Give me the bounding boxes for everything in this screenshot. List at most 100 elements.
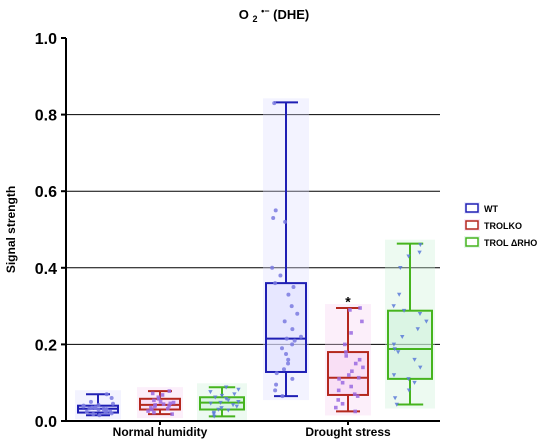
data-point: [219, 393, 225, 398]
data-point: [337, 377, 341, 381]
data-point: [353, 409, 358, 414]
data-point: [394, 402, 399, 407]
title-main: O: [239, 7, 249, 22]
data-point: [152, 398, 156, 403]
data-point: [271, 216, 276, 221]
data-point: [153, 403, 157, 407]
data-point: [208, 390, 213, 395]
data-point: [273, 388, 278, 393]
data-point: [93, 405, 98, 410]
data-point: [168, 401, 173, 406]
data-point: [412, 380, 417, 385]
data-point: [208, 401, 213, 406]
box-wt-drought: [263, 98, 309, 401]
data-point: [104, 392, 109, 397]
data-point: [270, 265, 275, 270]
data-point: [211, 410, 217, 415]
data-point: [340, 401, 345, 406]
data-point: [283, 219, 288, 224]
data-point: [333, 405, 338, 410]
data-point: [406, 254, 411, 259]
data-point: [412, 357, 417, 362]
data-point: [81, 403, 86, 408]
data-point: [273, 208, 278, 213]
data-point: [226, 398, 231, 403]
data-point: [406, 377, 411, 382]
data-point: [417, 250, 422, 255]
data-point: [361, 365, 365, 370]
data-point: [357, 357, 362, 362]
data-point: [149, 405, 153, 410]
data-point: [292, 338, 297, 343]
data-point: [110, 401, 115, 406]
data-point: [295, 311, 300, 316]
data-point: [336, 398, 341, 402]
data-point: [286, 292, 291, 297]
data-point: [350, 369, 354, 374]
data-point: [167, 403, 171, 408]
data-point: [211, 414, 217, 419]
legend-label: TROLKO: [484, 221, 522, 231]
data-point: [150, 407, 154, 412]
data-point: [346, 373, 351, 377]
legend-swatch: [465, 237, 479, 247]
data-point: [160, 393, 165, 397]
data-point: [101, 406, 106, 411]
title-rest: (DHE): [273, 7, 309, 22]
data-point: [171, 400, 176, 405]
data-point: [158, 400, 163, 404]
data-point: [97, 413, 102, 418]
title-superscript: •−: [261, 6, 269, 16]
data-point: [216, 407, 221, 412]
data-point: [167, 389, 172, 393]
data-point: [391, 373, 397, 378]
title-subscript: 2: [252, 14, 257, 24]
data-point: [352, 392, 357, 396]
data-point: [355, 394, 360, 398]
data-point: [353, 361, 358, 366]
data-point: [336, 388, 341, 393]
box-wt-normal: [75, 390, 121, 420]
data-point: [286, 361, 291, 366]
data-point: [344, 354, 349, 358]
data-point: [223, 396, 229, 401]
data-point: [218, 400, 223, 405]
axes: 0.0 0.2 0.4 0.6 0.8 1.0 Normal humidity Drought…: [35, 31, 440, 439]
y-tick-label: 0.8: [35, 108, 57, 125]
data-point: [290, 342, 295, 347]
box-trolko-drought: [325, 304, 371, 416]
data-point: [358, 306, 362, 310]
data-point: [400, 334, 405, 339]
data-point: [232, 392, 237, 397]
iqr-box: [265, 282, 307, 373]
data-point: [219, 406, 224, 411]
data-point: [289, 304, 294, 309]
data-point: [89, 405, 94, 410]
box-trol-rho-drought: [385, 239, 435, 409]
box-trolko-normal: [137, 387, 183, 419]
data-point: [401, 308, 407, 313]
chart-title: O 2 •− (DHE): [239, 2, 310, 25]
data-point: [282, 319, 287, 324]
data-point: [161, 402, 166, 406]
data-point: [349, 331, 353, 335]
data-point: [348, 308, 352, 312]
data-point: [395, 350, 401, 355]
data-point: [344, 350, 348, 354]
data-point: [272, 101, 277, 106]
data-point: [415, 327, 420, 332]
significance-marker: *: [345, 293, 351, 309]
legend-label: WT: [484, 204, 498, 214]
data-point: [392, 347, 397, 352]
data-point: [340, 380, 345, 385]
data-point: [290, 376, 295, 381]
data-point: [291, 284, 296, 289]
data-point: [417, 311, 423, 316]
legend-label: TROL ΔRHO: [484, 238, 537, 248]
data-point: [356, 375, 361, 380]
data-point: [152, 410, 156, 415]
data-point: [84, 409, 89, 414]
data-point: [91, 412, 96, 417]
data-point: [234, 404, 240, 409]
